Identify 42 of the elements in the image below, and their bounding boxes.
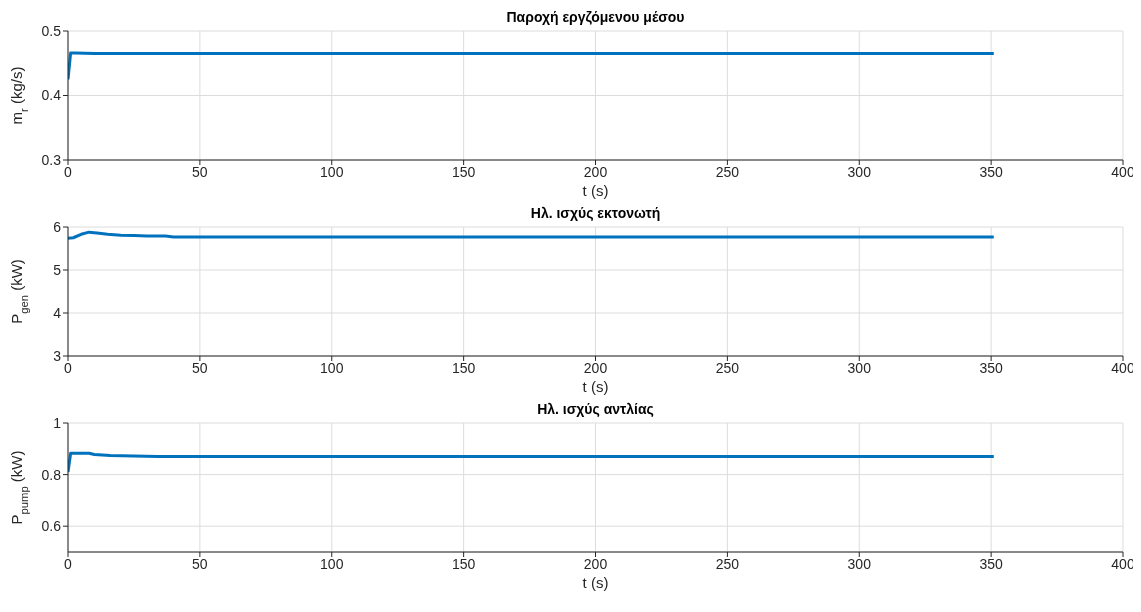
y-tick-label: 0.3: [41, 151, 62, 168]
chart-title: Παροχή εργζόμενου μέσου: [505, 8, 686, 26]
x-tick-label: 50: [192, 555, 208, 572]
y-tick-label: 5: [53, 261, 62, 278]
y-tick-label: 6: [53, 218, 62, 235]
x-tick-label: 300: [847, 359, 872, 376]
x-tick-label: 350: [979, 359, 1004, 376]
x-tick-label: 200: [583, 359, 608, 376]
x-tick-label: 350: [979, 555, 1004, 572]
x-axis-title: t (s): [582, 574, 609, 591]
line-series: [68, 451, 996, 474]
x-tick-label: 250: [715, 555, 740, 572]
x-tick-label: 200: [583, 163, 608, 180]
x-tick-label: 150: [451, 359, 476, 376]
x-tick-label: 0: [64, 163, 73, 180]
x-axis-title: t (s): [582, 378, 609, 395]
x-tick-label: 250: [715, 163, 740, 180]
x-tick-label: 50: [192, 359, 208, 376]
x-tick-label: 300: [847, 163, 872, 180]
x-tick-label: 250: [715, 359, 740, 376]
y-tick-label: 0.4: [41, 87, 62, 104]
y-tick-label: 0.6: [41, 518, 62, 535]
chart-title: Ηλ. ισχύς αντλίας: [536, 400, 655, 418]
x-tick-label: 100: [320, 163, 344, 180]
x-tick-label: 150: [451, 555, 476, 572]
chart-title: Ηλ. ισχύς εκτονωτή: [529, 204, 662, 222]
y-tick-label: 1: [53, 414, 62, 431]
x-tick-label: 100: [320, 359, 344, 376]
y-tick-label: 0.5: [41, 22, 62, 39]
x-tick-label: 50: [192, 163, 208, 180]
x-axis-title: t (s): [582, 182, 609, 199]
x-tick-label: 0: [64, 359, 73, 376]
line-series: [68, 230, 996, 240]
x-tick-label: 150: [451, 163, 476, 180]
x-tick-label: 200: [583, 555, 608, 572]
x-tick-label: 300: [847, 555, 872, 572]
x-tick-label: 100: [320, 555, 344, 572]
y-tick-label: 4: [53, 304, 62, 321]
y-tick-label: 0.8: [41, 466, 62, 483]
y-tick-label: 3: [53, 347, 62, 364]
x-tick-label: 350: [979, 163, 1004, 180]
x-tick-label: 0: [64, 555, 73, 572]
